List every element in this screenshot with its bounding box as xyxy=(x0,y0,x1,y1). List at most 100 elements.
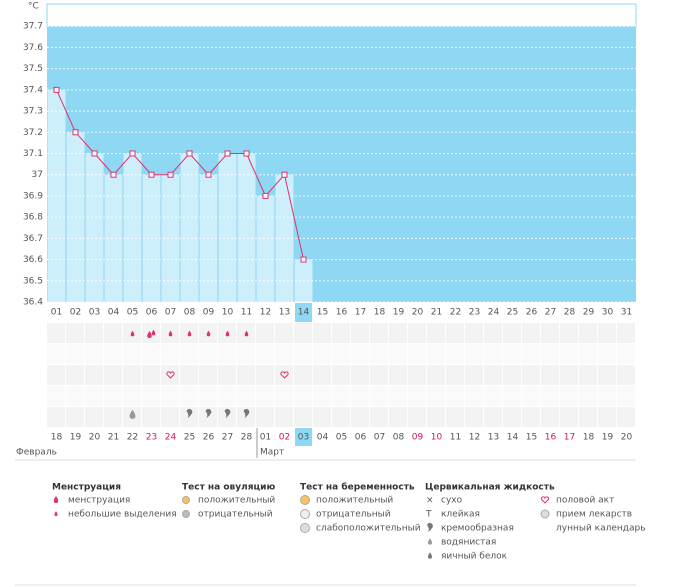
day-cell xyxy=(370,407,388,427)
day-cell xyxy=(617,365,635,385)
y-tick-label: 37 xyxy=(32,170,43,180)
y-tick-label: 37.3 xyxy=(23,107,43,117)
day-cell xyxy=(104,365,122,385)
day-cell xyxy=(389,323,407,343)
day-cell xyxy=(446,386,464,406)
date-label: 09 xyxy=(412,433,424,443)
day-cell xyxy=(522,365,540,385)
day-cell xyxy=(180,344,198,364)
temperature-point xyxy=(262,192,269,199)
x-tick-label: 17 xyxy=(355,308,366,318)
x-tick-label: 25 xyxy=(507,308,518,318)
x-tick-label: 04 xyxy=(108,308,120,318)
day-cell xyxy=(484,365,502,385)
date-label: 12 xyxy=(469,433,480,443)
intercourse-icon xyxy=(166,371,175,379)
x-tick-label: 06 xyxy=(146,308,158,318)
day-cell xyxy=(541,323,559,343)
date-label: 17 xyxy=(564,433,575,443)
x-tick-label: 05 xyxy=(127,308,138,318)
x-tick-label: 15 xyxy=(317,308,328,318)
temperature-point xyxy=(91,150,98,157)
legend-icon xyxy=(53,496,59,503)
temperature-point xyxy=(281,171,288,178)
day-cell xyxy=(446,344,464,364)
day-cell xyxy=(237,407,255,427)
day-cell xyxy=(560,407,578,427)
watery-icon xyxy=(129,409,136,419)
date-label: 18 xyxy=(583,433,595,443)
day-cell xyxy=(294,407,312,427)
day-cell xyxy=(47,344,65,364)
x-tick-label: 18 xyxy=(374,308,386,318)
legend-item: отрицательный xyxy=(198,510,273,520)
day-cell xyxy=(579,365,597,385)
x-tick-label: 24 xyxy=(488,308,500,318)
legend-icon: T xyxy=(425,510,432,520)
day-cell xyxy=(560,344,578,364)
day-cell xyxy=(465,323,483,343)
day-cell xyxy=(389,344,407,364)
temperature-point xyxy=(205,171,212,178)
date-label: 20 xyxy=(89,433,101,443)
day-cell xyxy=(142,323,160,343)
legend-icon xyxy=(540,496,550,504)
y-tick-label: 36.7 xyxy=(23,234,43,244)
intercourse-icon xyxy=(280,371,289,379)
x-tick-label: 09 xyxy=(203,308,215,318)
date-label: 28 xyxy=(241,433,253,443)
day-cell xyxy=(85,407,103,427)
creamy-icon xyxy=(205,408,212,418)
x-tick-label: 19 xyxy=(393,308,405,318)
date-label: 13 xyxy=(488,433,499,443)
legend-item: лунный календарь xyxy=(556,524,646,534)
x-tick-label: 23 xyxy=(469,308,480,318)
date-label: 02 xyxy=(279,433,290,443)
today-highlight xyxy=(295,428,312,446)
day-cell xyxy=(598,323,616,343)
temperature-column xyxy=(104,174,123,302)
day-cell xyxy=(180,365,198,385)
temperature-column xyxy=(85,153,104,302)
y-tick-label: 37.4 xyxy=(23,85,43,95)
x-tick-label: 28 xyxy=(564,308,576,318)
day-cell xyxy=(161,407,179,427)
day-cell xyxy=(560,386,578,406)
y-axis-label: °C xyxy=(28,2,39,12)
day-cell xyxy=(180,407,198,427)
day-cell xyxy=(617,407,635,427)
spotting-icon xyxy=(206,330,211,337)
x-tick-label: 12 xyxy=(260,308,271,318)
day-cell xyxy=(256,365,274,385)
day-cell xyxy=(351,407,369,427)
temperature-column xyxy=(237,153,256,302)
y-tick-label: 37.6 xyxy=(23,43,43,53)
x-tick-label: 14 xyxy=(298,308,310,318)
day-cell xyxy=(180,386,198,406)
day-cell xyxy=(104,407,122,427)
day-cell xyxy=(427,365,445,385)
day-cell xyxy=(199,407,217,427)
spotting-icon xyxy=(168,330,173,337)
day-cell xyxy=(66,407,84,427)
day-cell xyxy=(522,344,540,364)
day-cell xyxy=(446,323,464,343)
legend-title: Тест на овуляцию xyxy=(182,483,275,493)
day-cell xyxy=(370,344,388,364)
day-cell xyxy=(579,344,597,364)
day-cell xyxy=(85,323,103,343)
day-cell xyxy=(408,323,426,343)
day-cell xyxy=(541,407,559,427)
date-label: 27 xyxy=(222,433,233,443)
day-cell xyxy=(237,365,255,385)
day-cell xyxy=(47,323,65,343)
legend-icon xyxy=(427,538,433,545)
y-tick-label: 36.4 xyxy=(23,298,43,308)
menstruation-icon xyxy=(151,329,156,336)
day-cell xyxy=(579,407,597,427)
day-cell xyxy=(199,365,217,385)
date-label: 03 xyxy=(298,433,309,443)
today-highlight xyxy=(295,303,312,322)
day-cell xyxy=(313,344,331,364)
